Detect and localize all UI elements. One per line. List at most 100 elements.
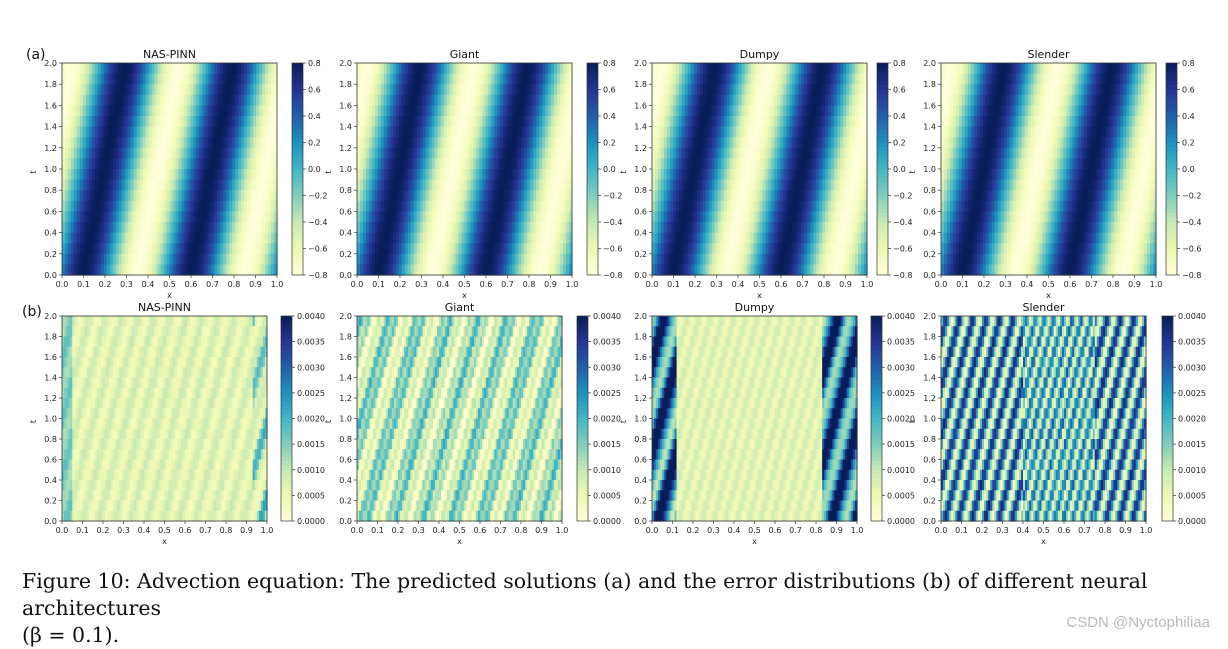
colorbar-segment bbox=[877, 81, 888, 86]
colorbar-segment bbox=[587, 85, 598, 90]
colorbar-segment bbox=[587, 169, 598, 174]
x-tick-label: 1.0 bbox=[861, 280, 874, 289]
y-tick-label: 0.0 bbox=[634, 271, 647, 280]
x-tick-label: 0.5 bbox=[163, 280, 176, 289]
colorbar-segment bbox=[292, 240, 303, 245]
colorbar-segment bbox=[587, 120, 598, 125]
colorbar-segment bbox=[877, 235, 888, 240]
x-tick-label: 0.9 bbox=[544, 280, 557, 289]
colorbar-segment bbox=[587, 204, 598, 209]
colorbar-tick-label: 0.0 bbox=[603, 165, 616, 174]
panel-title: NAS-PINN bbox=[143, 48, 196, 61]
colorbar-segment bbox=[587, 63, 598, 68]
colorbar-segment bbox=[587, 134, 598, 139]
x-tick-label: 0.6 bbox=[185, 280, 198, 289]
colorbar-segment bbox=[292, 151, 303, 156]
colorbar-segment bbox=[292, 81, 303, 86]
y-tick-label: 1.0 bbox=[339, 165, 352, 174]
colorbar-tick-label: −0.6 bbox=[308, 245, 327, 254]
colorbar-tick-label: −0.4 bbox=[603, 218, 622, 227]
colorbar-segment bbox=[292, 173, 303, 178]
colorbar-segment bbox=[587, 94, 598, 99]
colorbar-segment bbox=[587, 90, 598, 95]
y-tick-label: 0.8 bbox=[339, 186, 352, 195]
colorbar-segment bbox=[587, 209, 598, 214]
colorbar-segment bbox=[877, 200, 888, 205]
colorbar-segment bbox=[292, 72, 303, 77]
colorbar-segment bbox=[587, 235, 598, 240]
colorbar-segment bbox=[292, 169, 303, 174]
colorbar-tick-label: 0.2 bbox=[603, 139, 616, 148]
colorbar-segment bbox=[587, 222, 598, 227]
colorbar-segment bbox=[292, 204, 303, 209]
colorbar-segment bbox=[877, 209, 888, 214]
x-tick-label: 0.0 bbox=[646, 280, 659, 289]
colorbar-segment bbox=[877, 129, 888, 134]
colorbar-segment bbox=[877, 72, 888, 77]
colorbar-segment bbox=[877, 169, 888, 174]
colorbar-segment bbox=[292, 209, 303, 214]
colorbar-segment bbox=[292, 63, 303, 68]
colorbar-segment bbox=[877, 134, 888, 139]
colorbar-segment bbox=[877, 262, 888, 267]
colorbar-segment bbox=[877, 67, 888, 72]
colorbar-segment bbox=[292, 182, 303, 187]
x-tick-label: 0.2 bbox=[689, 280, 702, 289]
colorbar-segment bbox=[587, 266, 598, 271]
colorbar-segment bbox=[587, 253, 598, 258]
colorbar-tick-label: 0.2 bbox=[893, 139, 906, 148]
colorbar-segment bbox=[877, 76, 888, 81]
colorbar-segment bbox=[877, 222, 888, 227]
colorbar-tick-label: −0.2 bbox=[893, 192, 912, 201]
colorbar-segment bbox=[587, 191, 598, 196]
x-tick-label: 0.5 bbox=[458, 280, 471, 289]
x-tick-label: 0.4 bbox=[142, 280, 155, 289]
colorbar-segment bbox=[877, 143, 888, 148]
colorbar-segment bbox=[292, 120, 303, 125]
colorbar-segment bbox=[877, 249, 888, 254]
colorbar-segment bbox=[877, 125, 888, 130]
colorbar-tick-label: 0.4 bbox=[603, 112, 616, 121]
x-tick-label: 0.9 bbox=[249, 280, 262, 289]
colorbar-segment bbox=[292, 231, 303, 236]
colorbar-segment bbox=[877, 213, 888, 218]
x-tick-label: 0.4 bbox=[437, 280, 450, 289]
y-tick-label: 1.6 bbox=[339, 101, 352, 110]
colorbar-segment bbox=[292, 200, 303, 205]
colorbar-segment bbox=[877, 165, 888, 170]
colorbar-segment bbox=[877, 196, 888, 201]
y-tick-label: 1.2 bbox=[44, 144, 57, 153]
colorbar-segment bbox=[292, 266, 303, 271]
y-tick-label: 1.8 bbox=[634, 80, 647, 89]
y-tick-label: 0.4 bbox=[339, 229, 352, 238]
row-label-a: (a) bbox=[26, 47, 46, 63]
colorbar-segment bbox=[587, 67, 598, 72]
colorbar-segment bbox=[587, 151, 598, 156]
x-tick-label: 0.3 bbox=[120, 280, 133, 289]
colorbar-segment bbox=[587, 116, 598, 121]
colorbar-segment bbox=[877, 160, 888, 165]
colorbar-segment bbox=[877, 266, 888, 271]
x-tick-label: 0.1 bbox=[667, 280, 680, 289]
colorbar-segment bbox=[292, 67, 303, 72]
colorbar-segment bbox=[587, 178, 598, 183]
colorbar-segment bbox=[587, 103, 598, 108]
x-tick-label: 0.8 bbox=[818, 280, 831, 289]
y-tick-label: 0.6 bbox=[339, 207, 352, 216]
y-tick-label: 1.6 bbox=[634, 101, 647, 110]
colorbar-segment bbox=[292, 112, 303, 117]
colorbar-segment bbox=[877, 63, 888, 68]
y-tick-label: 2.0 bbox=[339, 59, 352, 68]
y-tick-label: 1.8 bbox=[339, 80, 352, 89]
y-tick-label: 0.0 bbox=[339, 271, 352, 280]
colorbar-segment bbox=[292, 178, 303, 183]
y-tick-label: 0.2 bbox=[634, 250, 647, 259]
x-tick-label: 0.2 bbox=[99, 280, 112, 289]
colorbar-tick-label: −0.2 bbox=[603, 192, 622, 201]
y-tick-label: 1.4 bbox=[339, 123, 352, 132]
colorbar-segment bbox=[587, 81, 598, 86]
colorbar-tick-label: 0.0 bbox=[308, 165, 321, 174]
colorbar-segment bbox=[292, 213, 303, 218]
colorbar-segment bbox=[877, 116, 888, 121]
